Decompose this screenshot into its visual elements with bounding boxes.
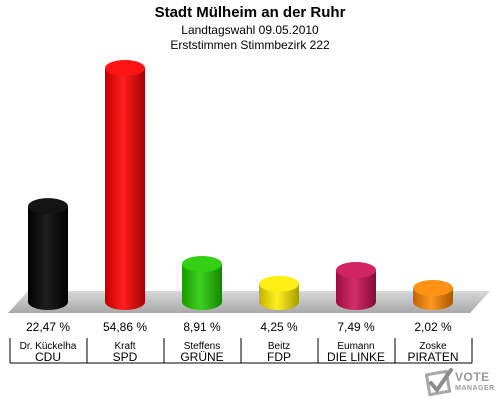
bar-die-linke — [336, 262, 376, 310]
party-label: DIE LINKE — [327, 350, 385, 364]
bar-gr-ne — [182, 255, 222, 310]
vote-manager-logo: VOTE MANAGER — [425, 368, 500, 400]
party-label: SPD — [113, 350, 138, 364]
candidate-label: Steffens — [184, 341, 221, 352]
chart-subtitle-district: Erststimmen Stimmbezirk 222 — [170, 38, 330, 52]
bar-top — [105, 60, 145, 76]
checkmark-icon — [425, 368, 453, 397]
candidate-label: Dr. Kückelha — [20, 341, 77, 352]
party-label: GRÜNE — [180, 350, 223, 364]
bar-fdp — [259, 275, 299, 310]
value-label: 4,25 % — [260, 320, 298, 334]
candidate-label: Eumann — [337, 341, 374, 352]
bar-body — [105, 68, 145, 310]
bar-top — [28, 198, 68, 215]
bar-spd — [105, 60, 145, 310]
party-label: CDU — [35, 350, 61, 364]
bar-top — [182, 255, 222, 272]
logo-text-vote: VOTE — [455, 370, 490, 384]
chart-title: Stadt Mülheim an der Ruhr — [154, 4, 346, 21]
bar-cdu — [28, 198, 68, 310]
party-label: PIRATEN — [407, 350, 458, 364]
candidate-label: Zoske — [419, 341, 447, 352]
bar-top — [413, 280, 453, 296]
value-label: 22,47 % — [26, 320, 70, 334]
party-label: FDP — [267, 350, 291, 364]
bar-series — [28, 60, 453, 310]
value-label: 7,49 % — [337, 320, 375, 334]
value-label: 54,86 % — [103, 320, 147, 334]
bar-body — [28, 206, 68, 310]
bar-body — [182, 263, 222, 310]
bar-piraten — [413, 280, 453, 310]
candidate-label: Beitz — [268, 341, 290, 352]
bar-top — [336, 262, 376, 279]
value-labels: 22,47 % 54,86 % 8,91 % 4,25 % 7,49 % 2,02 % — [26, 320, 452, 334]
value-label: 2,02 % — [414, 320, 452, 334]
bar-body — [336, 270, 376, 310]
bar-top — [259, 275, 299, 292]
chart-subtitle-election: Landtagswahl 09.05.2010 — [181, 23, 319, 37]
value-label: 8,91 % — [183, 320, 221, 334]
logo-text-manager: MANAGER — [455, 385, 495, 392]
candidate-label: Kraft — [114, 341, 135, 352]
